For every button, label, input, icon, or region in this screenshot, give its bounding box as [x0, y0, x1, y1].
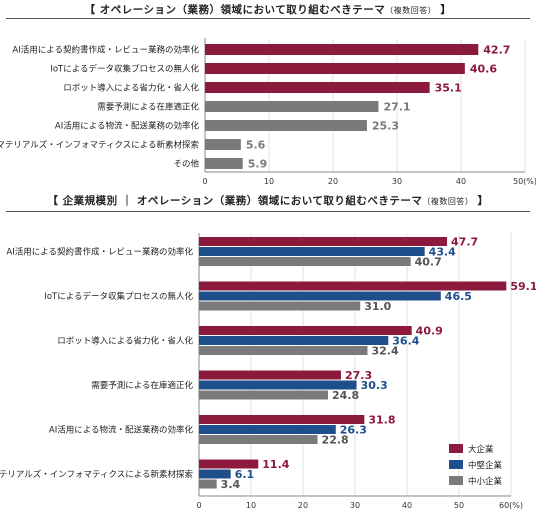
chart1-tick-label: 20 — [328, 177, 338, 186]
chart2-legend-swatch — [449, 476, 463, 485]
chart2-title-open: 【 — [47, 195, 59, 207]
chart1-value-label: 35.1 — [435, 82, 462, 95]
chart1-category-label: AI活用による契約書作成・レビュー業務の効率化 — [12, 45, 199, 56]
chart1-bar — [205, 63, 465, 74]
chart2-title: 【 企業規模別 ｜ オペレーション（業務）領域において取り組むべきテーマ（複数回… — [0, 193, 536, 208]
chart1-bar — [205, 139, 241, 150]
chart2-value-label: 36.4 — [392, 335, 419, 348]
chart2-bar — [199, 326, 412, 335]
chart2-bar — [199, 459, 259, 469]
chart2-value-label: 11.4 — [262, 458, 289, 471]
chart2-bar — [199, 301, 361, 311]
chart1-title-rule — [6, 18, 530, 19]
chart2-bar — [199, 281, 507, 291]
chart2-title-rule — [6, 211, 530, 212]
chart1-category-label: その他 — [173, 159, 199, 170]
chart2-tick-label: 0 — [196, 501, 201, 510]
chart1-value-label: 40.6 — [470, 63, 497, 76]
chart2-bar — [199, 346, 368, 355]
chart2-bar — [199, 425, 336, 434]
chart2-legend-swatch — [449, 444, 463, 453]
chart2-value-label: 27.3 — [345, 369, 372, 382]
chart2-legend-label: 中小企業 — [468, 476, 503, 487]
chart2-category-label: ロボット導入による省力化・省人化 — [57, 336, 193, 347]
chart2-bar — [199, 336, 389, 345]
chart2-value-label: 59.1 — [510, 280, 536, 293]
chart2-value-label: 31.8 — [368, 414, 395, 427]
chart2-bar — [199, 479, 217, 489]
chart1-category-label: ロボット導入による省力化・省人化 — [63, 83, 199, 94]
chart2-tick-label: 50 — [454, 501, 464, 510]
chart1-tick-label: 10 — [264, 177, 274, 186]
chart1-tick-label: 0 — [202, 177, 207, 186]
chart2-title-sub: （複数回答） — [422, 197, 474, 206]
chart1-value-label: 27.1 — [383, 101, 410, 114]
chart2-value-label: 40.7 — [415, 256, 442, 269]
chart1-value-label: 5.6 — [246, 139, 266, 152]
chart2-value-label: 40.9 — [416, 325, 443, 338]
chart2-value-label: 46.5 — [445, 290, 472, 303]
chart1-title-sub: （複数回答） — [385, 6, 437, 15]
chart1-title-close: 】 — [440, 4, 452, 16]
chart1-bar — [205, 101, 379, 112]
chart1-value-label: 42.7 — [483, 44, 510, 57]
chart2-category-label: AI活用による物流・配送業務の効率化 — [49, 425, 194, 436]
chart2-legend-label: 大企業 — [468, 444, 494, 455]
chart2-bar — [199, 247, 425, 256]
chart2-tick-label: 20 — [298, 501, 308, 510]
chart2-category-label: IoTによるデータ収集プロセスの無人化 — [44, 291, 193, 302]
chart2-bar — [199, 415, 365, 424]
chart1-bar — [205, 120, 367, 131]
chart1-category-label: IoTによるデータ収集プロセスの無人化 — [50, 64, 199, 75]
chart2-bar — [199, 390, 328, 400]
chart1-category-label: 需要予測による在庫適正化 — [97, 102, 199, 113]
chart1-tick-label: 50(%) — [513, 177, 536, 186]
chart2-tick-label: 30 — [350, 501, 360, 510]
chart2-title-main: 企業規模別 ｜ オペレーション（業務）領域において取り組むべきテーマ — [62, 195, 423, 207]
chart2-value-label: 6.1 — [235, 468, 255, 481]
chart2-value-label: 31.0 — [364, 300, 391, 313]
chart1-tick-label: 40 — [456, 177, 466, 186]
chart2-bar — [199, 370, 341, 380]
chart1-category-label: AI活用による物流・配送業務の効率化 — [55, 121, 200, 132]
chart1-bar — [205, 44, 479, 55]
chart2-value-label: 22.8 — [322, 434, 349, 447]
chart2-value-label: 32.4 — [371, 345, 398, 358]
chart2-bar — [199, 257, 411, 266]
chart2-legend-swatch — [449, 460, 463, 469]
chart2-tick-label: 60(%) — [499, 501, 523, 510]
chart1-title-open: 【 — [84, 4, 96, 16]
chart2-value-label: 47.7 — [451, 236, 478, 249]
chart2-bar — [199, 237, 448, 246]
chart2-tick-label: 40 — [402, 501, 412, 510]
chart2-value-label: 43.4 — [429, 246, 456, 259]
chart1-bar — [205, 158, 243, 169]
chart1-svg: 0 10 20 30 40 50(%) AI活用による契約書作成・レビュー業務の効率化 42.… — [0, 38, 536, 186]
chart2-legend-label: 中堅企業 — [468, 460, 503, 471]
chart1-bar — [205, 82, 430, 93]
chart2-category-label: マテリアルズ・インフォマティクスによる新素材探索 — [0, 469, 193, 480]
chart1-title-main: オペレーション（業務）領域において取り組むべきテーマ — [99, 4, 386, 16]
chart2-bar — [199, 435, 318, 444]
chart1-value-label: 25.3 — [372, 120, 399, 133]
chart2-value-label: 26.3 — [340, 424, 367, 437]
chart1-title: 【 オペレーション（業務）領域において取り組むべきテーマ（複数回答） 】 — [0, 2, 536, 17]
chart2-category-label: 需要予測による在庫適正化 — [91, 380, 193, 391]
chart1-category-label: マテリアルズ・インフォマティクスによる新素材探索 — [0, 140, 199, 151]
chart2-bar — [199, 469, 231, 479]
chart1-value-label: 5.9 — [248, 158, 268, 171]
chart2-value-label: 24.8 — [332, 389, 359, 402]
chart1-tick-label: 30 — [392, 177, 402, 186]
chart2-category-label: AI活用による契約書作成・レビュー業務の効率化 — [6, 247, 193, 258]
chart2-value-label: 30.3 — [361, 379, 388, 392]
chart2-tick-label: 10 — [246, 501, 256, 510]
chart2-bar — [199, 291, 441, 301]
chart2-value-label: 3.4 — [221, 478, 241, 491]
chart2-title-close: 】 — [477, 195, 489, 207]
chart2-bar — [199, 380, 357, 390]
